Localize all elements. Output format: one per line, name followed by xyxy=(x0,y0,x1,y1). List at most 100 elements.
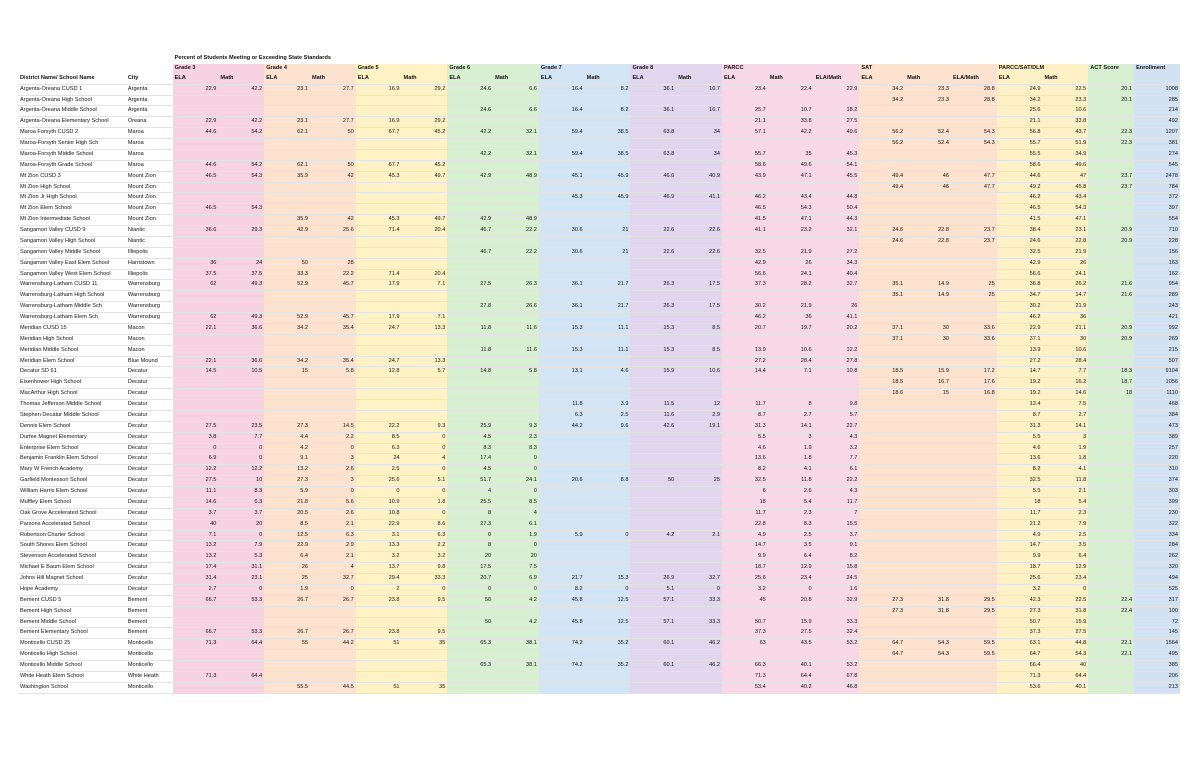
value-cell xyxy=(218,399,265,411)
value-cell: 23.1 xyxy=(264,84,310,96)
value-cell xyxy=(1088,562,1135,574)
table-row: Garfield Montessori School Decatur 27.5 10 2… xyxy=(18,475,1180,487)
value-cell: 18.2 xyxy=(813,105,860,118)
value-cell xyxy=(584,540,631,553)
value-cell: 6.9 xyxy=(493,573,539,585)
value-cell: 22.9 xyxy=(813,84,860,96)
city-cell: Decatur xyxy=(125,464,173,477)
value-cell xyxy=(676,562,723,574)
value-cell xyxy=(1088,464,1135,477)
value-cell: 20.4 xyxy=(401,225,448,237)
value-cell xyxy=(1088,573,1135,585)
value-cell: 15.9 xyxy=(767,617,814,629)
value-cell xyxy=(676,453,723,466)
value-cell: 59.4 xyxy=(538,127,585,139)
city-cell: Decatur xyxy=(125,475,173,487)
value-cell: 3.5 xyxy=(1042,540,1089,553)
city-cell: Mount Zion xyxy=(125,182,173,194)
value-cell: 156 xyxy=(1134,247,1180,259)
value-cell: 22.1 xyxy=(172,356,219,368)
value-cell: 29.3 xyxy=(218,225,265,237)
value-cell: 11.8 xyxy=(1042,475,1089,487)
table-row: Argenta-Oreana Elementary School Oreana 22… xyxy=(18,116,1180,129)
value-cell xyxy=(493,671,539,683)
school-name-cell: Stephen Decatur Middle School xyxy=(18,410,126,422)
column-header: ELA xyxy=(355,73,402,85)
value-cell xyxy=(722,377,768,390)
value-cell: 44.5 xyxy=(309,682,356,694)
value-cell: 34.9 xyxy=(1042,149,1089,161)
table-row: Washington School Monticello 55.5 44.5 51 35 5… xyxy=(18,682,1180,694)
value-cell: 20.9 xyxy=(1088,334,1135,346)
value-cell: 27.8 xyxy=(447,301,494,313)
value-cell: 6.3 xyxy=(401,530,448,542)
city-cell: Bement xyxy=(125,627,173,640)
value-cell: 213 xyxy=(1134,682,1180,694)
value-cell: 5.4 xyxy=(767,497,814,509)
value-cell: 47 xyxy=(1042,171,1089,183)
value-cell: 66.3 xyxy=(722,660,768,672)
table-row: Meridian Middle School Macon 11.8 11.6 15.3 1… xyxy=(18,345,1180,357)
value-cell xyxy=(493,290,539,303)
value-cell: 1.8 xyxy=(1042,453,1089,466)
value-cell xyxy=(630,562,677,574)
value-cell: 32.5 xyxy=(722,247,768,259)
value-cell: 0 xyxy=(493,486,539,498)
value-cell xyxy=(859,105,906,118)
value-cell: 3.8 xyxy=(172,432,219,444)
school-name-cell: Mt Zion CUSD 3 xyxy=(18,171,126,183)
value-cell xyxy=(859,551,906,564)
value-cell xyxy=(584,290,631,303)
value-cell xyxy=(950,192,997,205)
value-cell: 17.4 xyxy=(172,562,219,574)
value-cell: 33.8 xyxy=(767,116,814,129)
value-cell xyxy=(905,617,951,629)
value-cell xyxy=(813,377,860,390)
value-cell: 8.2 xyxy=(584,105,631,118)
value-cell: 37.5 xyxy=(218,269,265,281)
school-name-cell: Sangamon Valley East Elem School xyxy=(18,258,126,270)
value-cell: 17.6 xyxy=(950,377,997,390)
value-cell: 35.4 xyxy=(309,323,356,335)
value-cell xyxy=(493,388,539,400)
school-name-cell: Meridian High School xyxy=(18,334,126,346)
value-cell: 25.5 xyxy=(447,497,494,509)
value-cell: 23.1 xyxy=(1042,225,1089,237)
value-cell: 6 xyxy=(722,486,768,498)
value-cell: 52.4 xyxy=(905,138,951,150)
value-cell: 220 xyxy=(1134,453,1180,466)
value-cell xyxy=(218,95,265,107)
value-cell: 15.9 xyxy=(905,366,951,379)
value-cell: 23.1 xyxy=(264,116,310,129)
value-cell: 29.2 xyxy=(401,84,448,96)
value-cell: 20.2 xyxy=(813,323,860,335)
value-cell xyxy=(355,182,402,194)
school-name-cell: Mt Zion Intermediate School xyxy=(18,214,126,226)
value-cell xyxy=(950,149,997,161)
value-cell: 18.7 xyxy=(996,562,1043,574)
value-cell: 21.2 xyxy=(996,519,1043,531)
value-cell: 27.2 xyxy=(813,247,860,259)
value-cell: 58.6 xyxy=(722,160,768,172)
column-header: ELA xyxy=(859,73,906,85)
city-cell: Monticello xyxy=(125,638,173,651)
value-cell: 26.7 xyxy=(309,595,356,607)
school-name-cell: Monticello CUSD 25 xyxy=(18,638,126,651)
table-row: Warrensburg-Latham High School Warrensbur… xyxy=(18,290,1180,303)
value-cell xyxy=(905,627,951,640)
value-cell: 50 xyxy=(264,258,310,270)
value-cell: 22.7 xyxy=(813,421,860,433)
school-name-cell: Meridian Elem School xyxy=(18,356,126,368)
value-cell: 46.2 xyxy=(722,192,768,205)
value-cell: 4 xyxy=(493,508,539,520)
value-cell xyxy=(264,617,310,629)
value-cell: 399 xyxy=(1134,497,1180,509)
value-cell xyxy=(767,290,814,303)
value-cell: 41.1 xyxy=(722,225,768,237)
value-cell: 49.3 xyxy=(218,312,265,324)
value-cell xyxy=(584,203,631,216)
value-cell xyxy=(676,649,723,661)
value-cell: 8.7 xyxy=(722,410,768,422)
value-cell: 5.8 xyxy=(493,366,539,379)
value-cell: 6.6 xyxy=(493,84,539,96)
